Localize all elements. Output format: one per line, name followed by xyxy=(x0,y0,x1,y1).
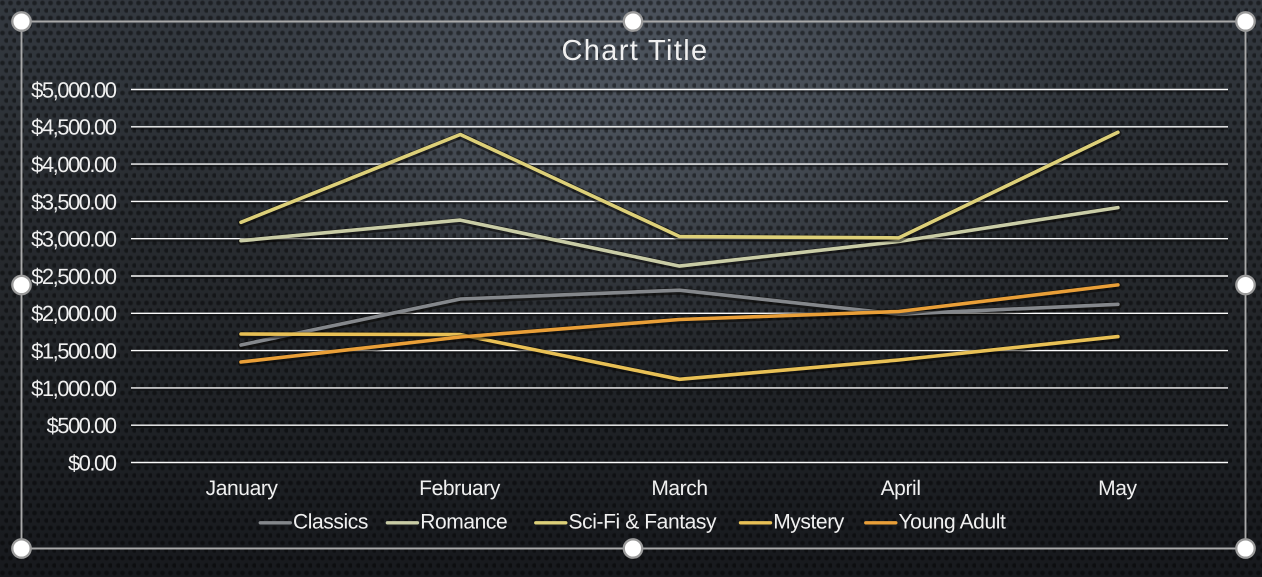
svg-text:May: May xyxy=(1098,477,1137,500)
svg-text:$0.00: $0.00 xyxy=(68,450,117,475)
svg-text:$2,000.00: $2,000.00 xyxy=(31,301,117,326)
svg-text:Chart Title: Chart Title xyxy=(561,35,708,67)
svg-text:February: February xyxy=(419,477,501,500)
svg-text:Classics: Classics xyxy=(293,511,368,534)
svg-text:January: January xyxy=(206,477,279,500)
svg-text:$2,500.00: $2,500.00 xyxy=(31,264,117,289)
svg-text:$500.00: $500.00 xyxy=(46,413,116,438)
svg-text:$1,500.00: $1,500.00 xyxy=(31,339,117,364)
svg-text:$4,500.00: $4,500.00 xyxy=(31,115,117,140)
svg-text:$3,500.00: $3,500.00 xyxy=(31,189,117,214)
svg-text:April: April xyxy=(881,477,921,500)
svg-text:$1,000.00: $1,000.00 xyxy=(31,376,117,401)
svg-text:Mystery: Mystery xyxy=(773,511,845,534)
svg-text:$3,000.00: $3,000.00 xyxy=(31,227,117,252)
svg-text:Romance: Romance xyxy=(420,511,507,534)
svg-text:$5,000.00: $5,000.00 xyxy=(31,77,117,102)
svg-text:$4,000.00: $4,000.00 xyxy=(31,152,117,177)
svg-text:March: March xyxy=(651,477,707,500)
svg-text:Young Adult: Young Adult xyxy=(899,511,1007,534)
svg-text:Sci-Fi & Fantasy: Sci-Fi & Fantasy xyxy=(569,511,718,534)
